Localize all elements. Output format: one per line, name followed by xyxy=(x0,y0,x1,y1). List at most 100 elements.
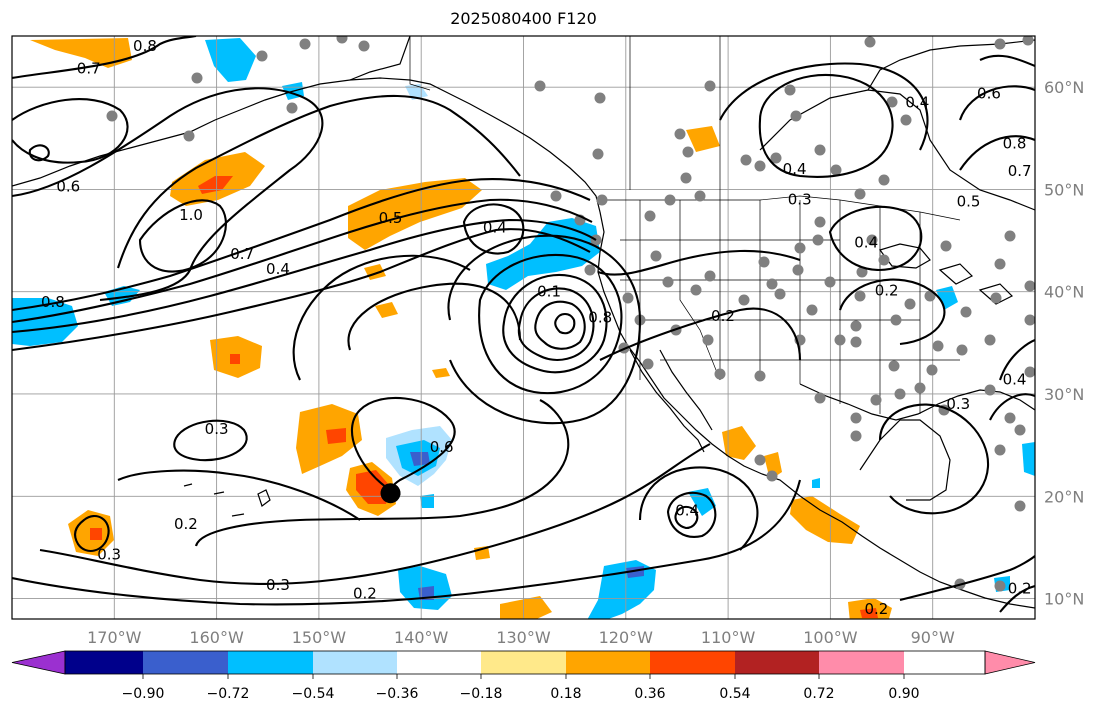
station-points xyxy=(106,36,1035,592)
station-dot xyxy=(960,306,972,318)
station-dot xyxy=(850,412,862,424)
colorbar-tick-label: −0.36 xyxy=(376,686,419,702)
station-dot xyxy=(704,270,716,282)
station-dot xyxy=(854,188,866,200)
contour-label: 0.3 xyxy=(97,546,121,564)
station-dot xyxy=(984,334,996,346)
negative-region xyxy=(205,38,256,82)
contour-label: 0.7 xyxy=(77,60,101,78)
positive-region xyxy=(500,596,552,619)
colorbar-extend-min xyxy=(11,650,66,675)
station-dot xyxy=(680,172,692,184)
longitude-tick: 160°W xyxy=(189,628,244,647)
colorbar-segment xyxy=(143,651,228,674)
station-dot xyxy=(878,174,890,186)
positive-region xyxy=(30,38,132,68)
negative-region xyxy=(812,478,820,488)
station-dot xyxy=(1014,424,1026,436)
positive-region xyxy=(375,302,398,318)
negative-region xyxy=(12,298,78,346)
contour-label: 0.4 xyxy=(1003,371,1027,389)
station-dot xyxy=(766,278,778,290)
colorbar xyxy=(11,650,1036,675)
latitude-tick: 20°N xyxy=(1044,487,1084,506)
colorbar-tick-label: 0.36 xyxy=(634,686,665,702)
contour-label: 0.1 xyxy=(537,283,561,301)
map-frame xyxy=(11,35,1036,620)
contour-label: 0.4 xyxy=(266,260,290,278)
colorbar-segment xyxy=(735,651,819,674)
station-dot xyxy=(926,364,938,376)
negative-region xyxy=(410,452,430,466)
contour-label: 0.4 xyxy=(675,502,699,520)
contour-label: 0.3 xyxy=(946,395,970,413)
positive-region xyxy=(432,368,450,378)
station-dot xyxy=(754,370,766,382)
latitude-tick: 40°N xyxy=(1044,283,1084,302)
longitude-tick: 120°W xyxy=(599,628,654,647)
station-dot xyxy=(704,80,716,92)
contour-label: 0.8 xyxy=(41,293,65,311)
station-dot xyxy=(754,160,766,172)
contour-label: 0.4 xyxy=(483,218,507,236)
station-dot xyxy=(1024,366,1035,378)
contour-label: 0.6 xyxy=(56,177,80,195)
station-dot xyxy=(358,40,370,52)
station-dot xyxy=(740,154,752,166)
colorbar-tick-label: −0.90 xyxy=(122,686,165,702)
colorbar-segment xyxy=(566,651,650,674)
station-dot xyxy=(814,216,826,228)
station-dot xyxy=(794,242,806,254)
station-dot xyxy=(754,454,766,466)
station-dot xyxy=(956,344,968,356)
station-dot xyxy=(191,72,203,84)
station-dot xyxy=(674,128,686,140)
station-dot xyxy=(904,298,916,310)
station-dot xyxy=(183,130,195,142)
contour-label: 0.2 xyxy=(875,282,899,300)
contour-label: 0.2 xyxy=(174,515,198,533)
colorbar-extend-max xyxy=(984,650,1036,675)
positive-region xyxy=(686,126,720,152)
station-dot xyxy=(682,146,694,158)
station-dot xyxy=(690,284,702,296)
contour-lines xyxy=(12,36,1035,613)
station-dot xyxy=(856,266,868,278)
positive-region xyxy=(230,354,240,364)
latitude-tick: 50°N xyxy=(1044,180,1084,199)
contour-label: 0.7 xyxy=(230,245,254,263)
station-dot xyxy=(592,148,604,160)
station-dot xyxy=(594,92,606,104)
colorbar-tick-label: 0.72 xyxy=(803,686,834,702)
latitude-tick: 30°N xyxy=(1044,385,1084,404)
contour-label: 0.2 xyxy=(711,307,735,325)
positive-region xyxy=(326,428,346,444)
colorbar-tick-labels: −0.90 −0.72 −0.54 −0.36 −0.18 0.18 0.36 0.54 0.7… xyxy=(122,674,920,702)
longitude-tick: 170°W xyxy=(87,628,142,647)
longitude-tick: 110°W xyxy=(701,628,756,647)
coastlines xyxy=(12,36,1035,609)
contour-label: 0.4 xyxy=(783,160,807,178)
contour-label: 0.5 xyxy=(957,193,981,211)
station-dot xyxy=(994,444,1006,456)
station-dot xyxy=(890,314,902,326)
station-dot xyxy=(878,254,890,266)
station-dot xyxy=(914,382,926,394)
contour-label: 0.2 xyxy=(865,600,889,618)
station-dot xyxy=(702,334,714,346)
station-dot xyxy=(758,256,770,268)
station-dot xyxy=(662,276,674,288)
station-dot xyxy=(642,358,654,370)
colorbar-segment xyxy=(313,651,397,674)
positive-region xyxy=(790,496,860,544)
station-dot xyxy=(622,292,634,304)
station-dot xyxy=(650,250,662,262)
map-title: 2025080400 F120 xyxy=(450,9,597,28)
colorbar-tick-label: −0.54 xyxy=(292,686,335,702)
state-borders xyxy=(409,36,961,414)
station-dot xyxy=(770,152,782,164)
station-dot xyxy=(694,190,706,202)
station-dot xyxy=(888,360,900,372)
contour-label: 0.3 xyxy=(266,576,290,594)
station-dot xyxy=(870,394,882,406)
